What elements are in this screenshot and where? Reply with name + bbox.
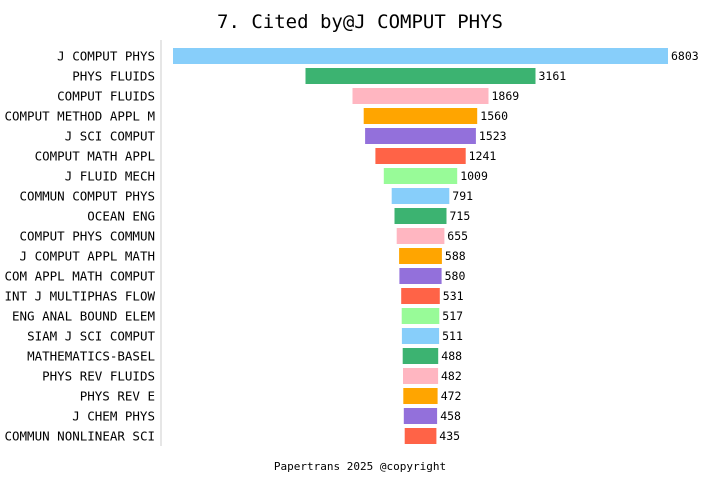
category-label-1: J COMPUT PHYS	[57, 49, 155, 64]
category-label-8: COMMUN COMPUT PHYS	[20, 189, 155, 204]
category-label-13: INT J MULTIPHAS FLOW	[4, 289, 155, 304]
category-label-3: COMPUT FLUIDS	[57, 89, 155, 104]
bar-18	[403, 388, 438, 404]
bar-20	[404, 428, 437, 444]
value-label-7: 1009	[460, 169, 488, 183]
value-label-10: 655	[447, 229, 468, 243]
value-label-18: 472	[441, 389, 462, 403]
category-label-7: J FLUID MECH	[65, 169, 155, 184]
value-label-8: 791	[452, 189, 473, 203]
bar-7	[383, 168, 458, 184]
value-label-6: 1241	[469, 149, 497, 163]
bar-5	[365, 128, 476, 144]
value-label-12: 580	[445, 269, 466, 283]
bar-12	[399, 268, 442, 284]
category-label-16: MATHEMATICS-BASEL	[27, 349, 155, 364]
value-label-16: 488	[441, 349, 462, 363]
category-label-9: OCEAN ENG	[87, 209, 155, 224]
category-label-12: COM APPL MATH COMPUT	[4, 269, 155, 284]
bar-15	[401, 328, 440, 344]
bar-6	[375, 148, 466, 164]
value-label-13: 531	[443, 289, 464, 303]
category-label-18: PHYS REV E	[80, 389, 155, 404]
bar-3	[352, 88, 489, 104]
value-label-19: 458	[440, 409, 461, 423]
bar-4	[363, 108, 478, 124]
bar-17	[403, 368, 439, 384]
category-label-14: ENG ANAL BOUND ELEM	[12, 309, 155, 324]
bar-10	[396, 228, 445, 244]
category-label-19: J CHEM PHYS	[72, 409, 155, 424]
bar-8	[391, 188, 450, 204]
value-label-14: 517	[442, 309, 463, 323]
category-label-15: SIAM J SCI COMPUT	[27, 329, 155, 344]
bar-19	[403, 408, 438, 424]
value-label-11: 588	[445, 249, 466, 263]
bar-16	[402, 348, 439, 364]
value-label-17: 482	[441, 369, 462, 383]
value-label-3: 1869	[492, 89, 520, 103]
category-label-6: COMPUT MATH APPL	[35, 149, 155, 164]
chart-footer: Papertrans 2025 @copyright	[274, 460, 446, 473]
value-label-4: 1560	[480, 109, 508, 123]
chart-title: 7. Cited by@J COMPUT PHYS	[217, 11, 503, 33]
value-label-1: 6803	[671, 49, 699, 63]
bar-2	[305, 68, 536, 84]
category-label-10: COMPUT PHYS COMMUN	[20, 229, 155, 244]
category-label-2: PHYS FLUIDS	[72, 69, 155, 84]
value-label-9: 715	[450, 209, 471, 223]
category-label-20: COMMUN NONLINEAR SCI	[4, 429, 155, 444]
category-label-5: J SCI COMPUT	[65, 129, 156, 144]
category-label-17: PHYS REV FLUIDS	[42, 369, 155, 384]
value-label-20: 435	[439, 429, 460, 443]
category-label-4: COMPUT METHOD APPL M	[4, 109, 155, 124]
value-label-15: 511	[442, 329, 463, 343]
bar-14	[401, 308, 440, 324]
value-label-5: 1523	[479, 129, 507, 143]
value-label-2: 3161	[539, 69, 567, 83]
bars-group: J COMPUT PHYS 6803 PHYS FLUIDS 3161 COMPUT F…	[4, 48, 699, 444]
bar-9	[394, 208, 447, 224]
bar-13	[401, 288, 440, 304]
category-label-11: J COMPUT APPL MATH	[20, 249, 155, 264]
bar-1	[173, 48, 668, 64]
bar-11	[399, 248, 442, 264]
